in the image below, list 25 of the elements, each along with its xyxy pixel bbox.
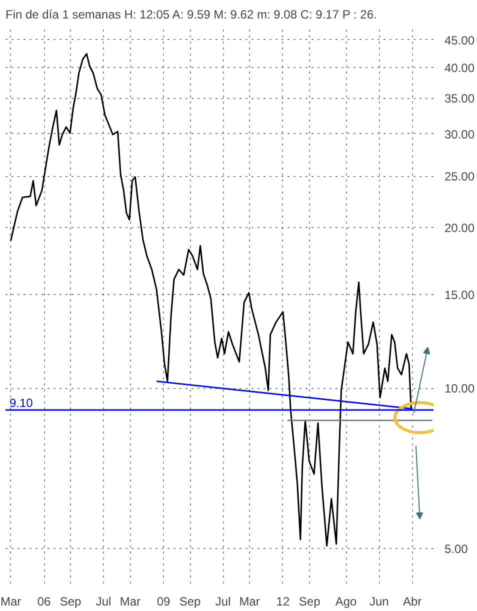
x-tick-label: Abr — [403, 594, 422, 608]
ref-line-label: 9.10 — [10, 396, 34, 410]
x-tick-label: Sep — [298, 594, 321, 608]
y-tick-label: 5.00 — [444, 542, 468, 556]
x-tick-label: Mar — [120, 594, 141, 608]
x-tick-label: Mar — [0, 594, 22, 608]
x-tick-label: Sep — [179, 594, 202, 608]
x-tick-label: Jun — [370, 594, 389, 608]
x-tick-label: Ago — [335, 594, 358, 608]
y-tick-label: 20.00 — [444, 221, 475, 236]
x-tick-label: Sep — [60, 594, 82, 608]
x-tick-label: 09 — [156, 594, 171, 608]
y-tick-label: 25.00 — [444, 170, 475, 184]
y-tick-label: 30.00 — [444, 127, 475, 142]
y-tick-label: 40.00 — [444, 60, 475, 75]
x-tick-label: 12 — [276, 594, 290, 608]
chart-title: Fin de día 1 semanas H: 12:05 A: 9.59 M: 9.62 m: 9.08 C: 9.17 P : 26. — [6, 8, 377, 22]
y-tick-label: 10.00 — [444, 382, 475, 396]
x-tick-label: Jul — [96, 594, 112, 608]
x-tick-label: Jul — [215, 594, 231, 608]
y-tick-label: 35.00 — [444, 92, 475, 106]
y-tick-label: 45.00 — [444, 33, 475, 48]
y-tick-label: 15.00 — [444, 288, 475, 302]
x-tick-label: 06 — [37, 594, 52, 608]
x-tick-label: Mar — [239, 594, 260, 608]
